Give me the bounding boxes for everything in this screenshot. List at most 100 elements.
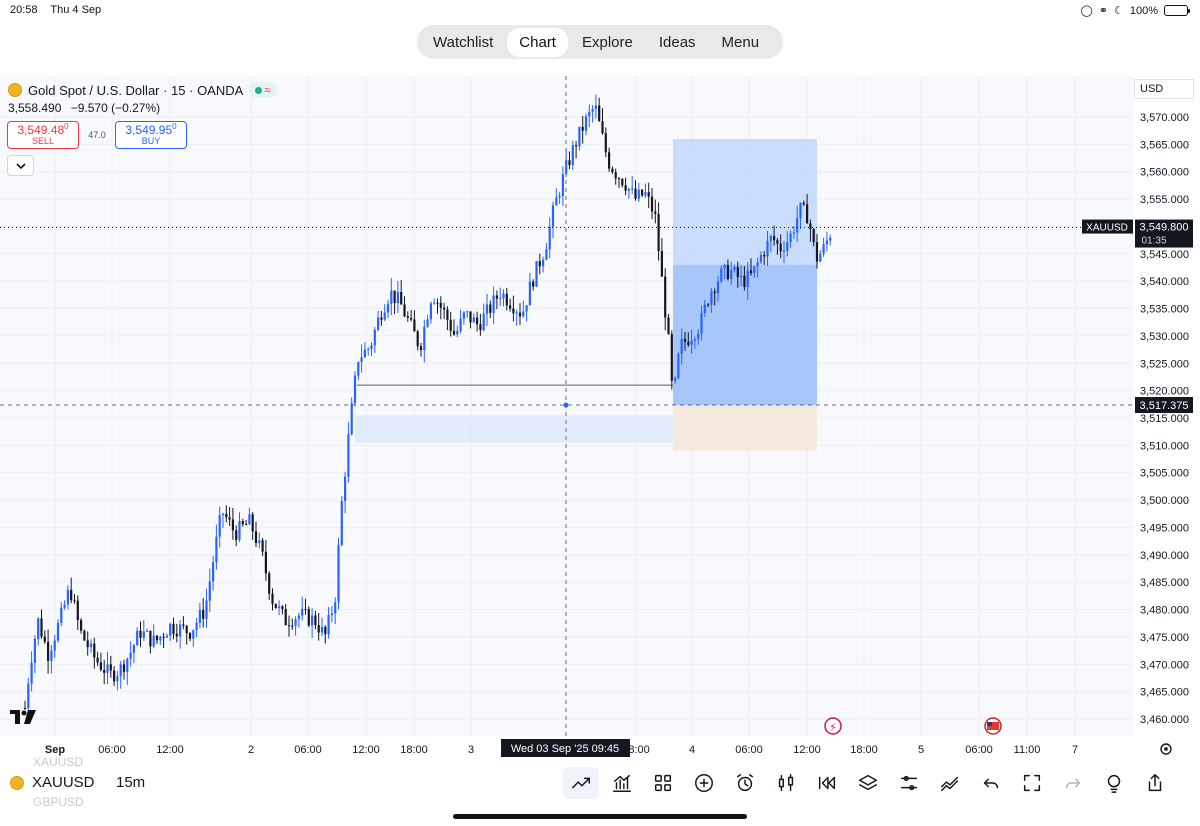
battery-icon (1164, 5, 1190, 16)
candle-body (403, 304, 406, 317)
ideas-bulb-icon[interactable] (1096, 767, 1132, 799)
candle-body (426, 319, 429, 327)
time-tick-label: 12:00 (793, 744, 821, 756)
candle-body (136, 630, 139, 646)
candle-body (139, 630, 142, 638)
candle-body (126, 658, 129, 672)
crosshair-time-label: Wed 03 Sep '25 09:45 (511, 743, 619, 755)
chart-type-icon[interactable] (768, 767, 804, 799)
candle-body (558, 195, 561, 198)
candle-body (320, 626, 324, 633)
drawing-tools-icon[interactable] (563, 767, 599, 799)
candle-body (726, 264, 729, 279)
tab-watchlist[interactable]: Watchlist (433, 33, 494, 51)
chart-area[interactable]: 3,570.000 3,565.000 3,560.000 3,555.000 3,55… (0, 76, 1200, 760)
candle-body (340, 500, 343, 546)
alarm-icon[interactable] (727, 767, 763, 799)
candle-body (670, 334, 673, 381)
symbol-title[interactable]: Gold Spot / U.S. Dollar · 15 · OANDA (28, 82, 244, 98)
candle-body (93, 643, 96, 658)
price-chart[interactable]: 3,570.000 3,565.000 3,560.000 3,555.000 3,55… (0, 76, 1200, 760)
candle-body (792, 232, 795, 234)
currency-selector[interactable]: USD (1134, 79, 1194, 99)
replay-icon[interactable] (809, 767, 845, 799)
tab-menu[interactable]: Menu (721, 33, 760, 51)
candle-body (429, 303, 432, 320)
candle-body (601, 121, 604, 134)
candle-body (697, 333, 700, 340)
candle-body (509, 305, 512, 309)
candle-body (515, 312, 518, 314)
candle-body (433, 302, 436, 304)
candle-body (677, 354, 680, 378)
crosshair-price-tag (1135, 397, 1193, 414)
bar-countdown-label: 01:35 (1141, 236, 1166, 247)
candle-body (198, 609, 201, 623)
add-icon[interactable] (686, 767, 722, 799)
price-tick-label: 3,500.000 (1140, 495, 1189, 507)
timeframe-selector[interactable]: 15m (116, 774, 146, 791)
indicators-icon[interactable] (604, 767, 640, 799)
sell-button[interactable]: 3,549.480 SELL (7, 121, 79, 149)
undo-icon[interactable] (973, 767, 1009, 799)
candle-body (30, 662, 33, 684)
last-value: 3,558.490 (8, 101, 62, 115)
market-status-badge[interactable]: ≈ (249, 82, 277, 98)
layouts-icon[interactable] (645, 767, 681, 799)
tab-chart[interactable]: Chart (507, 27, 568, 57)
candle-body (419, 346, 423, 351)
collapse-legend-button[interactable] (7, 155, 34, 176)
candle-body (350, 403, 353, 435)
candle-body (647, 192, 650, 197)
candle-body (103, 669, 106, 673)
candle-body (611, 168, 614, 173)
candle-body (43, 636, 46, 642)
candle-body (617, 178, 621, 180)
bottom-toolbar: XAUUSD XAUUSD GBPUSD 15m (0, 755, 1200, 809)
candle-body (499, 298, 502, 300)
fullscreen-icon[interactable] (1014, 767, 1050, 799)
price-tick-label: 3,545.000 (1140, 249, 1189, 261)
candle-body (413, 319, 416, 332)
candle-body (660, 251, 663, 277)
candle-body (555, 197, 558, 206)
candle-body (482, 313, 485, 331)
share-icon[interactable] (1137, 767, 1173, 799)
us-flag-stripes (987, 722, 999, 730)
settings-sliders-icon[interactable] (891, 767, 927, 799)
candle-body (591, 108, 594, 112)
candle-body (27, 683, 30, 709)
candle-body (386, 303, 390, 313)
symbol-switcher[interactable]: XAUUSD (10, 774, 95, 791)
buy-button[interactable]: 3,549.950 BUY (115, 121, 187, 149)
price-tick-label: 3,470.000 (1140, 659, 1189, 671)
tab-explore[interactable]: Explore (581, 33, 633, 51)
candle-body (416, 331, 419, 347)
candle-body (436, 302, 439, 304)
candle-body (786, 242, 789, 251)
time-tick-label: 3 (468, 744, 474, 756)
candle-body (179, 624, 182, 637)
tradingview-logo (10, 710, 36, 729)
layers-icon[interactable] (850, 767, 886, 799)
candle-body (650, 196, 654, 212)
candle-body (608, 152, 611, 169)
candle-body (311, 615, 314, 626)
candle-body (396, 292, 399, 303)
candle-body (367, 349, 370, 351)
redo-icon[interactable] (1055, 767, 1091, 799)
candle-body (380, 317, 383, 320)
candle-body (479, 324, 482, 331)
candle-body (584, 116, 588, 131)
tab-ideas[interactable]: Ideas (658, 33, 696, 51)
price-tick-label: 3,570.000 (1140, 112, 1189, 124)
candle-body (347, 434, 350, 477)
strategy-icon[interactable] (932, 767, 968, 799)
price-tick-label: 3,535.000 (1140, 304, 1189, 316)
candle-body (344, 476, 347, 501)
candle-body (690, 340, 693, 345)
price-tick-label: 3,490.000 (1140, 550, 1189, 562)
symbol-header[interactable]: Gold Spot / U.S. Dollar · 15 · OANDA ≈ (8, 82, 277, 98)
candle-body (621, 178, 624, 186)
